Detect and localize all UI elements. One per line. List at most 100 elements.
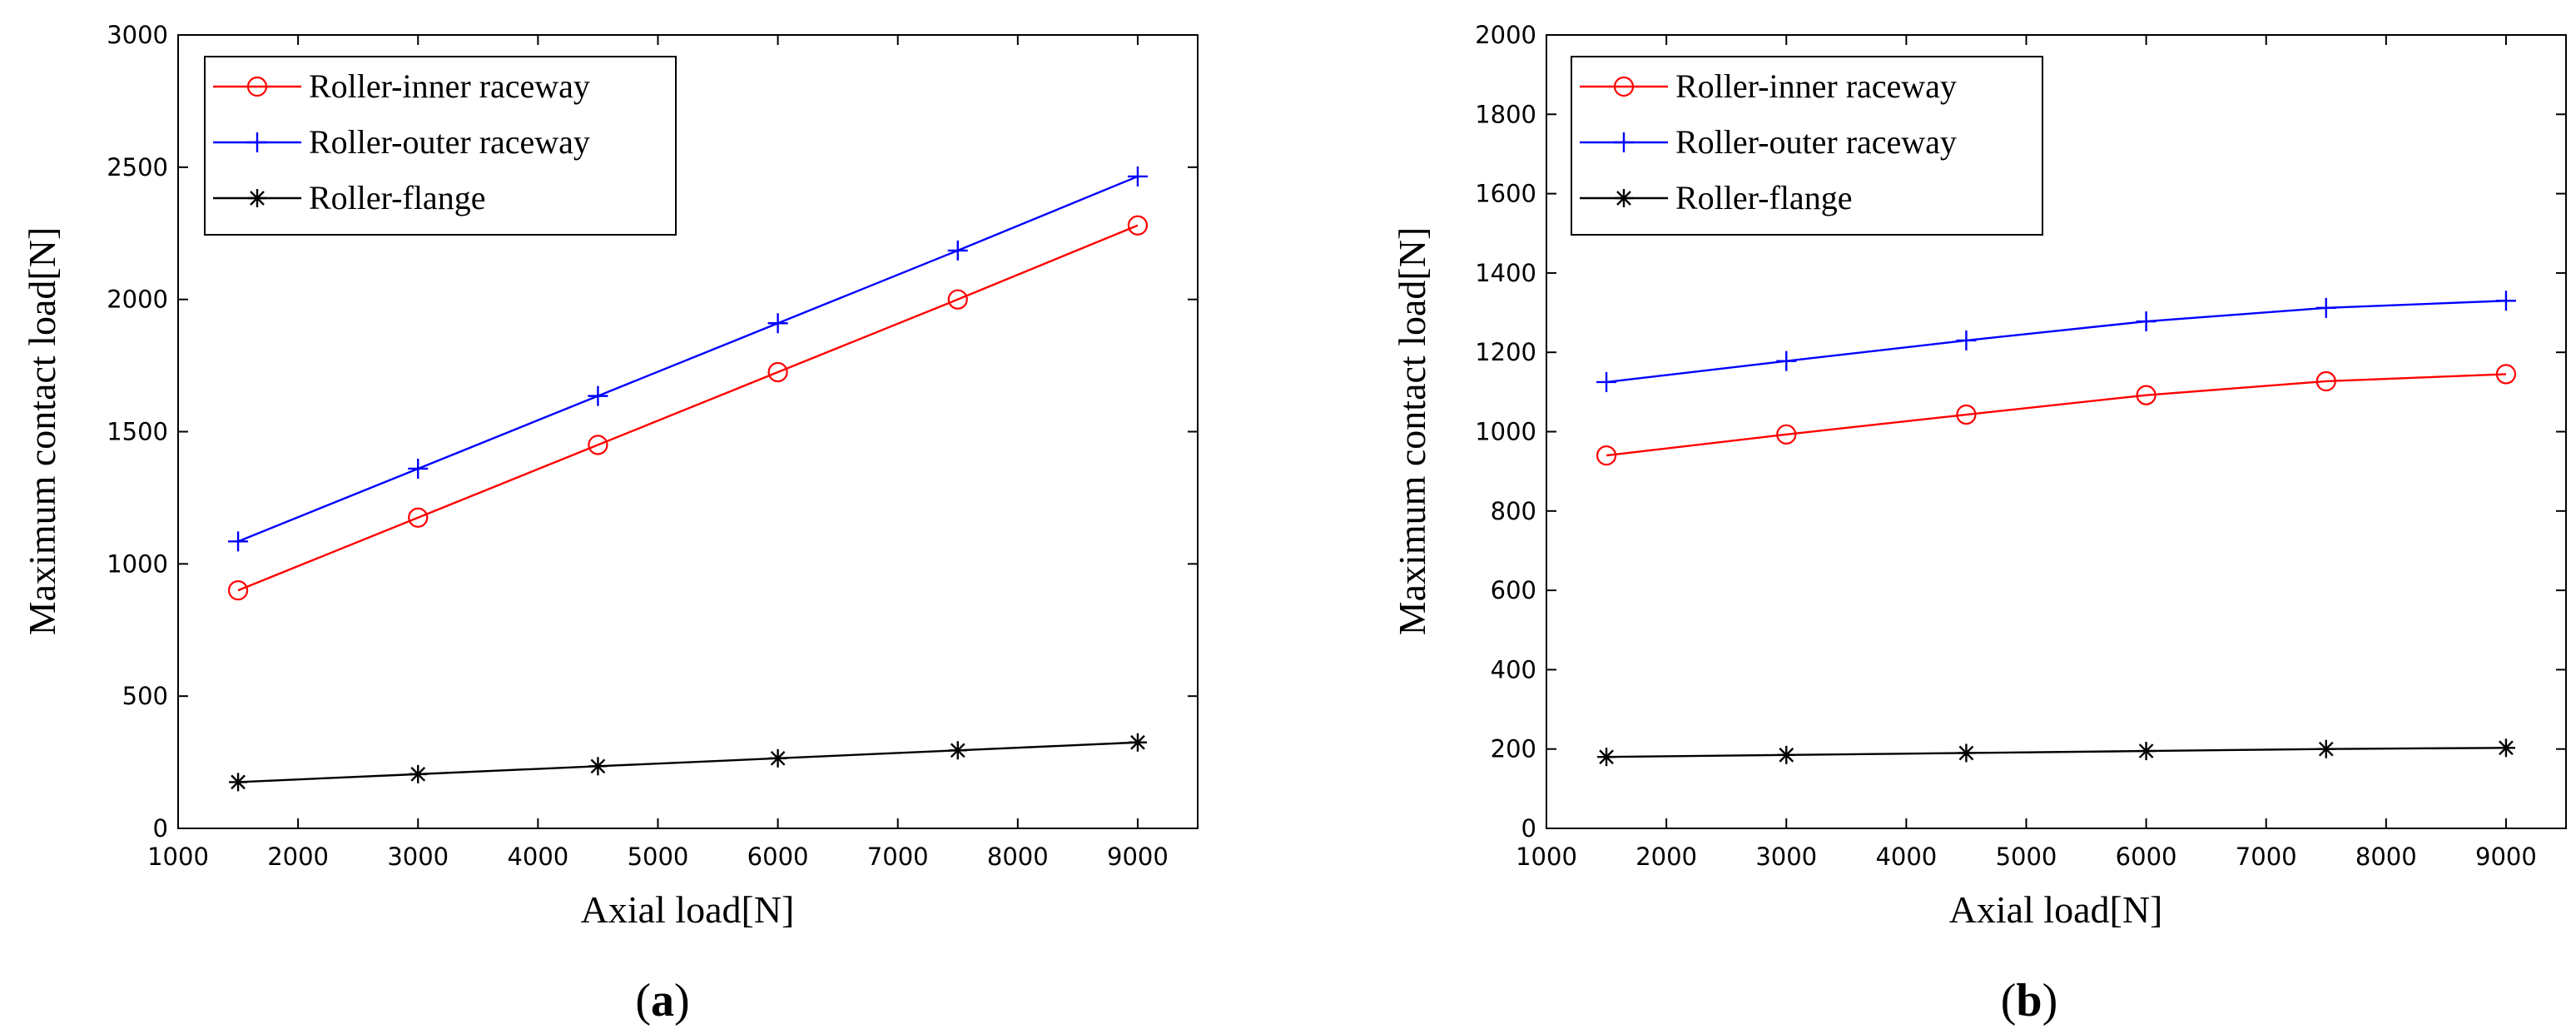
chart-a-y-tick-label-3: 1500: [107, 418, 168, 446]
chart-a-x-axis-title: Axial load[N]: [581, 888, 795, 931]
chart-b-series-2-point-0-d2: [1599, 749, 1614, 765]
chart-b-legend-label-2: Roller-flange: [1675, 179, 1852, 216]
chart-b-x-tick-label-2: 3000: [1755, 843, 1817, 871]
chart-b-series-2-point-2-d2: [1958, 745, 1974, 761]
chart-b-series-2-point-1: [1777, 745, 1796, 764]
caption-b-open-paren: (: [2001, 975, 2017, 1027]
chart-b-series-1-point-2: [1956, 330, 1977, 350]
chart-a-series-2-point-5: [1128, 733, 1147, 752]
chart-a-series-2-point-1-d2: [410, 767, 426, 782]
chart-b-series-1-point-0: [1596, 371, 1617, 392]
chart-b-legend-marker-1: [1614, 132, 1634, 152]
caption-b: (b): [2001, 975, 2057, 1027]
chart-b-series-0-point-1: [1776, 424, 1797, 445]
chart-b-series-2-point-0: [1597, 748, 1616, 767]
chart-a-series-1-point-5: [1127, 166, 1148, 186]
chart-a-series-0-point-0: [227, 579, 249, 601]
chart-b-series-2-point-3-d2: [2138, 743, 2154, 758]
chart-a-series-0-point-5: [1127, 215, 1149, 236]
chart-a-series-1-point-2: [588, 385, 608, 406]
chart-a-legend-marker-0: [246, 76, 268, 97]
chart-b-legend-label-1: Roller-outer raceway: [1675, 123, 1957, 161]
chart-b-legend-marker-0: [1613, 76, 1635, 97]
chart-a-y-tick-label-5: 2500: [107, 153, 168, 181]
caption-b-letter: b: [2016, 975, 2042, 1027]
chart-b-legend: Roller-inner raceway Roller-outer raceway…: [1571, 56, 2043, 236]
chart-a-y-tick-label-2: 1000: [107, 549, 168, 578]
chart-a-x-tick-label-6: 7000: [867, 843, 929, 871]
chart-b-legend-marker-2: [1615, 189, 1633, 207]
chart-a-series-1-line: [237, 175, 1139, 543]
chart-a-legend-marker-1: [247, 132, 267, 152]
chart-a-x-tick-label-8: 9000: [1107, 843, 1169, 871]
chart-a-y-tick-label-6: 3000: [107, 21, 168, 49]
chart-b-series-0-point-5: [2495, 364, 2517, 385]
chart-a-series-2-point-0-d2: [231, 774, 246, 790]
chart-b-axis-ticks: 1000 2000 3000 4000 5000 6000 7000 8000 9000 0 200…: [1475, 21, 2566, 871]
chart-b-series-0-line: [1606, 373, 2506, 457]
chart-b-x-tick-label-4: 5000: [1996, 843, 2057, 871]
chart-a-series-2-line: [238, 741, 1138, 783]
chart-b-series-1-point-3: [2136, 311, 2157, 332]
chart-b-x-tick-label-8: 9000: [2475, 843, 2537, 871]
chart-a-legend-label-2: Roller-flange: [309, 179, 485, 216]
chart-a-series-2-point-0: [229, 773, 248, 792]
chart-a-x-tick-label-0: 1000: [147, 843, 209, 871]
chart-a-series-0-point-3: [767, 361, 788, 383]
caption-a-letter: a: [651, 975, 674, 1027]
chart-b-series-1-point-4: [2315, 297, 2336, 318]
chart-a-marks: [227, 166, 1149, 792]
caption-a-close-paren: ): [674, 975, 690, 1027]
chart-b-series-1-point-5: [2495, 291, 2516, 311]
chart-a-y-tick-label-1: 500: [122, 682, 168, 710]
chart-a-legend-entries: Roller-inner raceway Roller-outer raceway…: [213, 67, 590, 216]
chart-b-series-1-point-1: [1776, 350, 1797, 371]
chart-b: 1000 2000 3000 4000 5000 6000 7000 8000 9000 0 200…: [1391, 21, 2567, 1027]
chart-a-x-tick-label-4: 5000: [628, 843, 689, 871]
chart-a-y-tick-label-4: 2000: [107, 286, 168, 314]
chart-a-series-2-point-4-d2: [950, 743, 965, 758]
caption-a: (a): [635, 975, 689, 1027]
chart-a-series-0-point-2: [588, 435, 608, 455]
chart-b-y-tick-label-5: 1000: [1475, 418, 1536, 446]
chart-b-y-tick-label-3: 600: [1491, 576, 1536, 604]
chart-b-legend-marker-2-d2: [1616, 191, 1631, 206]
caption-b-close-paren: ): [2042, 975, 2058, 1027]
chart-a-axis-ticks: 1000 2000 3000 4000 5000 6000 7000 8000 9000 0 500…: [107, 21, 1198, 871]
chart-b-marks: [1596, 291, 2517, 767]
chart-a-y-tick-label-0: 0: [153, 814, 168, 843]
chart-a-legend-label-1: Roller-outer raceway: [309, 123, 590, 161]
chart-a-series-2-point-2-d2: [590, 758, 606, 774]
chart-b-y-tick-label-1: 200: [1491, 735, 1536, 763]
chart-b-legend-entries: Roller-inner raceway Roller-outer raceway…: [1580, 67, 1957, 216]
chart-b-x-tick-label-5: 6000: [2116, 843, 2177, 871]
chart-a-series-0-line: [237, 224, 1139, 592]
chart-a-series-2-point-3-d2: [770, 750, 786, 766]
chart-a-series-2-point-5-d2: [1130, 734, 1145, 750]
chart-b-x-tick-label-7: 8000: [2355, 843, 2417, 871]
chart-b-series-0-point-2: [1956, 404, 1977, 425]
chart-a-series-2-point-2: [588, 757, 608, 776]
chart-a-legend-marker-2-d2: [250, 191, 265, 206]
chart-b-legend-label-0: Roller-inner raceway: [1675, 67, 1957, 105]
chart-a-x-tick-label-1: 2000: [267, 843, 329, 871]
chart-b-y-tick-label-8: 1600: [1475, 180, 1536, 208]
chart-a-x-tick-label-3: 4000: [507, 843, 568, 871]
chart-a-series-1-point-1: [408, 458, 429, 479]
chart-b-series-2-point-3: [2137, 742, 2156, 761]
chart-b-series-1-line: [1606, 300, 2506, 384]
chart-b-x-tick-label-0: 1000: [1516, 843, 1577, 871]
chart-a-series-0-point-4: [947, 289, 968, 310]
chart-b-series-2-point-1-d2: [1779, 747, 1794, 763]
chart-b-series-2-point-4-d2: [2318, 741, 2334, 757]
chart-b-x-tick-label-3: 4000: [1875, 843, 1937, 871]
chart-b-y-tick-label-4: 800: [1491, 497, 1536, 525]
chart-b-y-tick-label-2: 400: [1491, 655, 1536, 684]
chart-a-x-tick-label-5: 6000: [747, 843, 809, 871]
chart-a-series-1-point-3: [767, 313, 788, 334]
chart-b-y-tick-label-9: 1800: [1475, 100, 1536, 128]
chart-a-series-1-point-4: [947, 240, 968, 261]
chart-b-series-0-point-3: [2136, 385, 2157, 405]
chart-b-x-tick-label-6: 7000: [2236, 843, 2297, 871]
chart-a-series-0-point-1: [408, 507, 429, 528]
